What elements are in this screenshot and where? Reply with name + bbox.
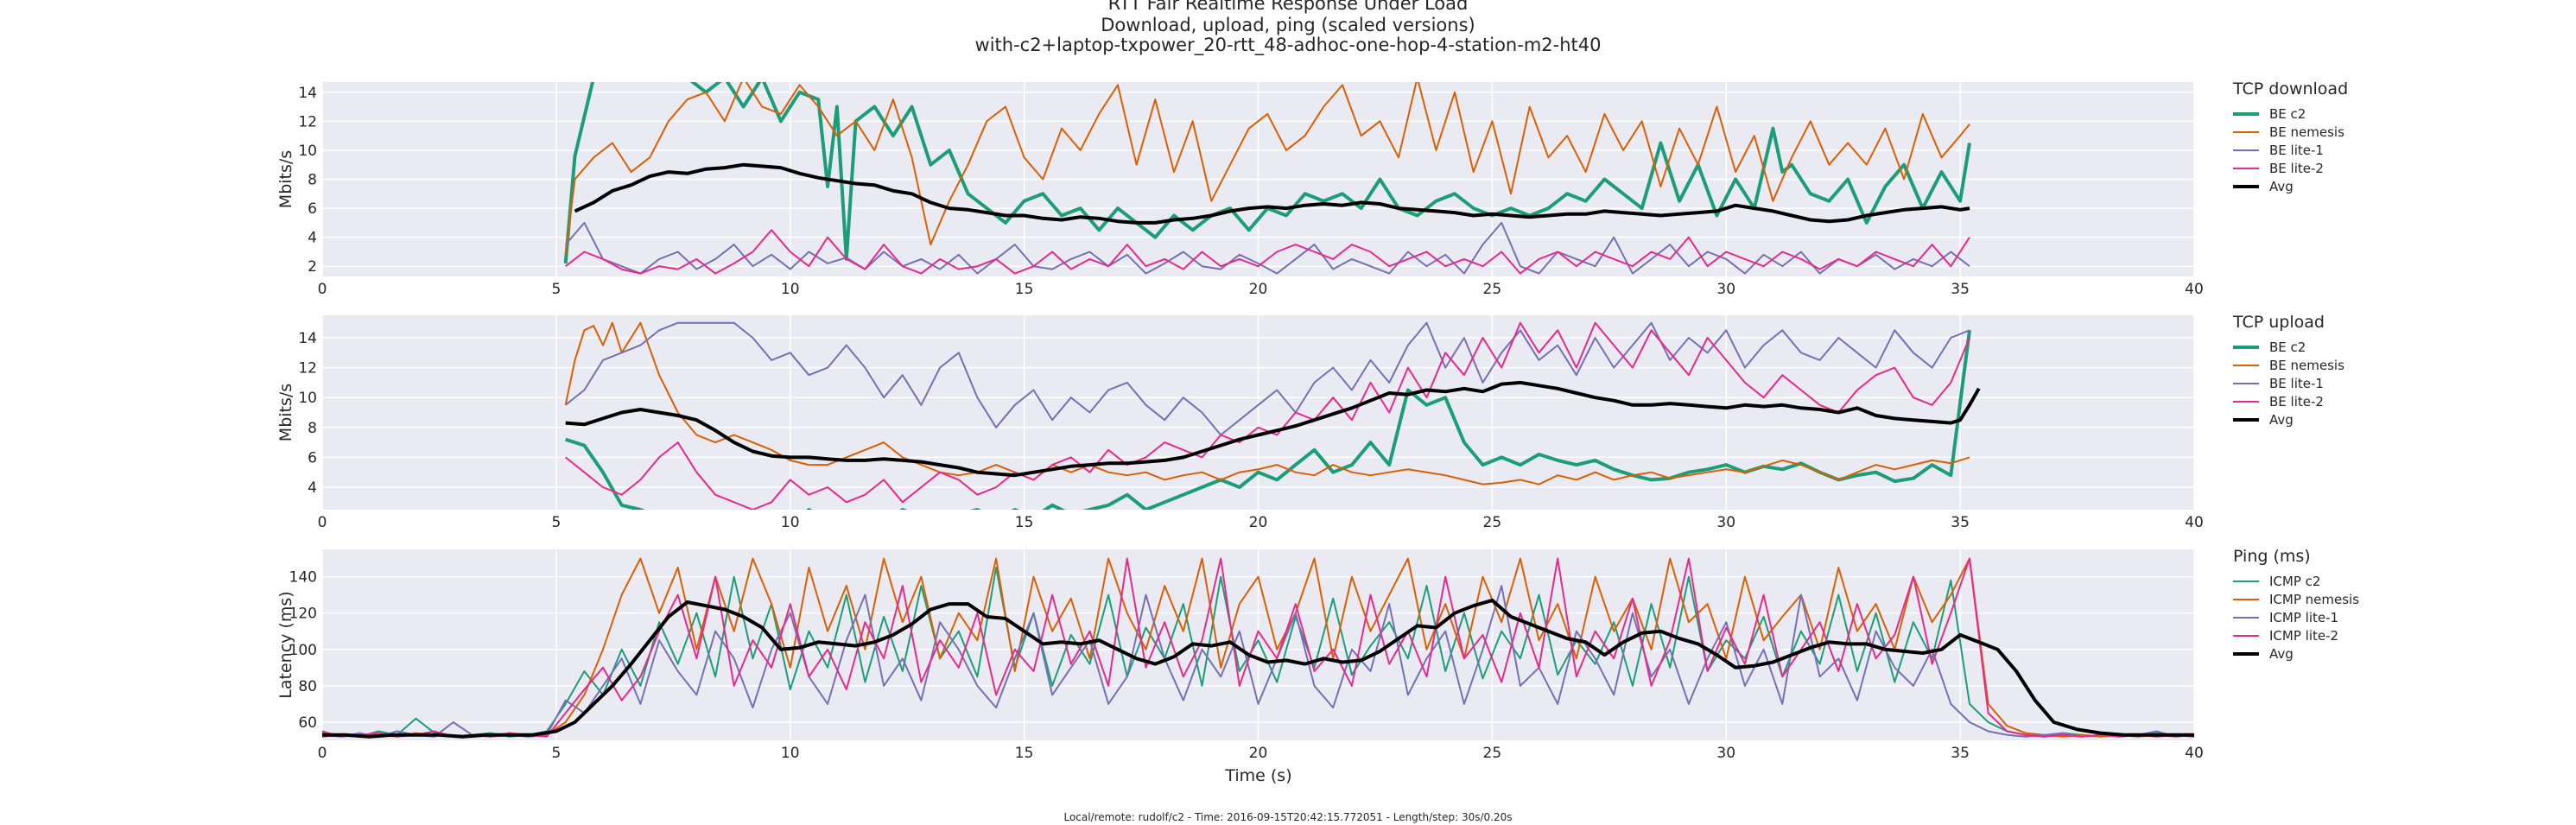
x-tick-label: 0 bbox=[318, 745, 327, 762]
x-tick-label: 0 bbox=[318, 281, 327, 298]
series-line-be-lite-2 bbox=[565, 229, 1970, 275]
y-tick-label: 10 bbox=[298, 390, 317, 407]
series-line-be-c2 bbox=[565, 330, 1971, 510]
panel-tcp-download: 0 5 10 15 20 25 30 35 40 2 4 6 8 10 12 14 Mbits/s TCP dow… bbox=[276, 79, 2348, 298]
y-tick-label: 12 bbox=[298, 360, 317, 378]
x-tick-label: 35 bbox=[1951, 281, 1970, 298]
legend-label-avg: Avg bbox=[2269, 412, 2294, 428]
y-axis-label: Latency (ms) bbox=[276, 591, 295, 698]
series-line-be-nemesis bbox=[564, 321, 1970, 485]
legend-label-icmp-lite-2: ICMP lite-2 bbox=[2269, 628, 2338, 644]
series-line-be-lite-1 bbox=[564, 221, 1970, 275]
y-tick-label: 8 bbox=[308, 172, 317, 189]
y-tick-label: 10 bbox=[298, 143, 317, 160]
panel-tcp-upload: 0 5 10 15 20 25 30 35 40 4 6 8 10 12 14 Mbits/s TCP uplo… bbox=[276, 313, 2344, 531]
x-tick-label: 40 bbox=[2185, 745, 2204, 762]
x-tick-label: 25 bbox=[1483, 281, 1502, 298]
legend-label-be-lite-1: BE lite-1 bbox=[2269, 143, 2324, 158]
y-tick-label: 12 bbox=[298, 113, 317, 130]
x-tick-label: 20 bbox=[1249, 514, 1268, 531]
x-tick-label: 25 bbox=[1483, 514, 1502, 531]
legend-label-be-nemesis: BE nemesis bbox=[2269, 358, 2344, 373]
x-tick-label: 10 bbox=[781, 745, 800, 762]
legend-label-be-c2: BE c2 bbox=[2269, 340, 2306, 355]
x-tick-label: 35 bbox=[1951, 745, 1970, 762]
x-tick-label: 15 bbox=[1015, 745, 1034, 762]
y-tick-label: 2 bbox=[308, 258, 317, 276]
series-line-icmp-c2 bbox=[322, 567, 2194, 738]
legend-label-be-nemesis: BE nemesis bbox=[2269, 124, 2344, 140]
legend-label-icmp-lite-1: ICMP lite-1 bbox=[2269, 610, 2338, 625]
legend-label-icmp-nemesis: ICMP nemesis bbox=[2269, 592, 2359, 607]
series-group bbox=[322, 557, 2194, 739]
x-tick-label: 0 bbox=[318, 514, 327, 531]
y-tick-label: 140 bbox=[289, 569, 317, 587]
series-line-avg bbox=[322, 598, 2194, 739]
x-tick-label: 15 bbox=[1015, 514, 1034, 531]
y-tick-label: 8 bbox=[308, 420, 317, 437]
x-tick-label: 20 bbox=[1249, 745, 1268, 762]
x-tick-label: 35 bbox=[1951, 514, 1970, 531]
series-group bbox=[564, 321, 1981, 510]
x-tick-label: 15 bbox=[1015, 281, 1034, 298]
x-tick-label: 40 bbox=[2185, 281, 2204, 298]
x-tick-label: 10 bbox=[781, 281, 800, 298]
x-tick-label: 10 bbox=[781, 514, 800, 531]
series-line-icmp-lite-1 bbox=[322, 585, 2194, 738]
series-line-be-lite-1 bbox=[565, 321, 1970, 436]
series-line-be-nemesis bbox=[564, 82, 1970, 255]
x-axis-label: Time (s) bbox=[1224, 766, 1291, 785]
legend-label-icmp-c2: ICMP c2 bbox=[2269, 574, 2320, 589]
series-line-icmp-lite-2 bbox=[322, 557, 2194, 738]
y-tick-label: 6 bbox=[308, 449, 317, 466]
legend-label-avg: Avg bbox=[2269, 646, 2294, 662]
y-tick-label: 80 bbox=[298, 678, 317, 695]
legend-label-be-lite-2: BE lite-2 bbox=[2269, 394, 2324, 409]
series-line-avg bbox=[574, 162, 1970, 225]
series-line-icmp-nemesis bbox=[322, 557, 2194, 738]
x-tick-label: 5 bbox=[551, 745, 561, 762]
y-axis-label: Mbits/s bbox=[276, 384, 295, 441]
footer-text: Local/remote: rudolf/c2 - Time: 2016-09-… bbox=[1063, 811, 1512, 823]
figure-title-line-2: Download, upload, ping (scaled versions) bbox=[1101, 15, 1475, 35]
x-tick-label: 30 bbox=[1716, 745, 1735, 762]
series-line-avg bbox=[565, 380, 1981, 478]
figure-title-line-3: with-c2+laptop-txpower_20-rtt_48-adhoc-o… bbox=[975, 35, 1602, 56]
legend-label-be-c2: BE c2 bbox=[2269, 106, 2306, 122]
legend-title: TCP upload bbox=[2232, 313, 2325, 332]
y-axis-label: Mbits/s bbox=[276, 150, 295, 208]
legend-label-be-lite-1: BE lite-1 bbox=[2269, 376, 2324, 391]
x-tick-label: 20 bbox=[1249, 281, 1268, 298]
y-tick-label: 120 bbox=[289, 606, 317, 623]
y-tick-label: 4 bbox=[308, 479, 317, 497]
series-line-be-c2 bbox=[563, 82, 1971, 264]
y-tick-label: 14 bbox=[298, 85, 317, 102]
x-tick-label: 25 bbox=[1483, 745, 1502, 762]
legend-label-avg: Avg bbox=[2269, 179, 2294, 194]
panel-ping: 0 5 10 15 20 25 30 35 40 60 80 100 120 140 Latency (ms… bbox=[276, 547, 2359, 762]
legend-label-be-lite-2: BE lite-2 bbox=[2269, 161, 2324, 176]
y-tick-label: 100 bbox=[289, 642, 317, 659]
series-group bbox=[563, 82, 1971, 275]
x-tick-label: 40 bbox=[2185, 514, 2204, 531]
x-tick-label: 5 bbox=[551, 281, 561, 298]
x-tick-label: 30 bbox=[1716, 514, 1735, 531]
x-tick-label: 30 bbox=[1716, 281, 1735, 298]
x-tick-label: 5 bbox=[551, 514, 561, 531]
y-tick-label: 6 bbox=[308, 200, 317, 218]
legend-title: Ping (ms) bbox=[2233, 547, 2311, 566]
legend-title: TCP download bbox=[2232, 79, 2348, 98]
y-tick-label: 4 bbox=[308, 230, 317, 247]
y-tick-label: 14 bbox=[298, 330, 317, 347]
figure-title-line-1: RTT Fair Realtime Response Under Load bbox=[1108, 0, 1469, 14]
y-tick-label: 60 bbox=[298, 714, 317, 732]
